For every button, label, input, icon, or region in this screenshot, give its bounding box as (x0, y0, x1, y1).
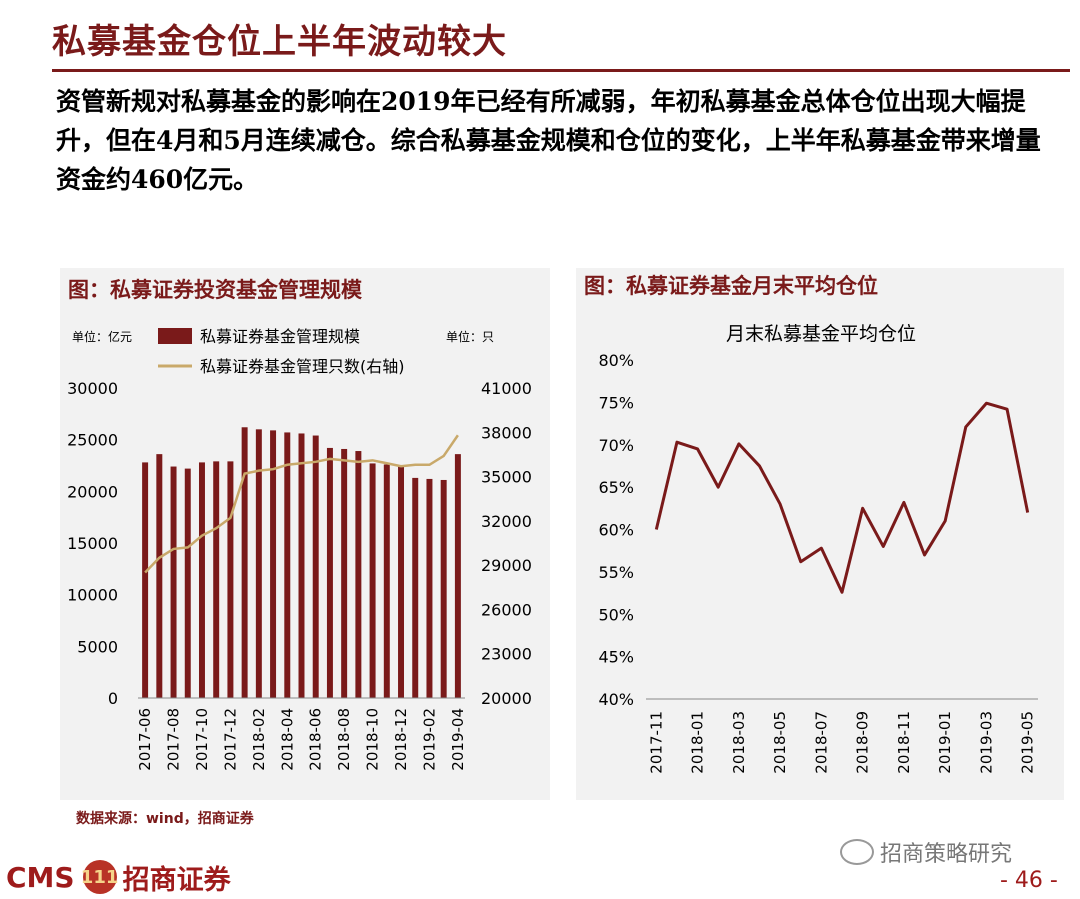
y-left-tick-label: 30000 (67, 379, 118, 398)
x-tick-label: 2018-09 (854, 711, 872, 774)
fund-count-line (144, 434, 459, 574)
aum-bar (454, 454, 461, 698)
x-tick-label: 2017-12 (221, 708, 239, 771)
x-tick-label: 2018-08 (335, 708, 353, 771)
page-number: - 46 - (1000, 868, 1058, 893)
y-left-tick-label: 0 (108, 689, 118, 708)
aum-bar (440, 479, 447, 698)
y-tick-label: 80% (598, 351, 634, 370)
y-tick-label: 45% (598, 648, 634, 667)
aum-bar (142, 462, 149, 698)
x-tick-label: 2017-08 (165, 708, 183, 771)
slide-title: 私募基金仓位上半年波动较大 (52, 22, 507, 62)
aum-bar (426, 478, 433, 698)
data-source: 数据来源：wind，招商证券 (76, 811, 254, 827)
wechat-watermark: 招商策略研究 (840, 836, 1012, 868)
y-left-tick-label: 20000 (67, 482, 118, 501)
aum-bar (213, 461, 220, 698)
x-tick-label: 2019-05 (1019, 711, 1037, 774)
x-tick-label: 2018-04 (278, 708, 296, 771)
y-right-tick-label: 23000 (481, 645, 532, 664)
y-right-tick-label: 32000 (481, 512, 532, 531)
x-tick-label: 2019-01 (936, 711, 954, 774)
position-chart: 月末私募基金平均仓位 40% 45% 50% 55% 60% 65% 70% 75% 80% 201… (598, 323, 1038, 774)
right-chart-panel: 图：私募证券基金月末平均仓位 月末私募基金平均仓位 40% 45% 50% 55% 60%… (576, 268, 1064, 800)
cms-logo: CMS 111 招商证券 (6, 858, 231, 896)
wechat-account-name: 招商策略研究 (880, 842, 1013, 867)
x-tick-label: 2018-06 (307, 708, 325, 771)
x-tick-label: 2019-03 (977, 711, 995, 774)
y-right-tick-label: 26000 (481, 600, 532, 619)
logo-badge-icon: 111 (81, 860, 118, 894)
aum-bar (412, 477, 419, 698)
avg-position-line (654, 401, 1030, 594)
aum-bar (341, 448, 348, 698)
y-tick-label: 65% (598, 478, 634, 497)
x-tick-label: 2018-02 (250, 708, 268, 771)
x-tick-label: 2017-11 (647, 711, 665, 774)
y-right-tick-label: 20000 (481, 689, 532, 708)
y-left-tick-label: 10000 (67, 586, 118, 605)
y-left-tick-label: 5000 (77, 637, 118, 656)
x-tick-label: 2018-10 (364, 708, 382, 771)
aum-bar (241, 427, 248, 698)
right-chart-panel-title: 图：私募证券基金月末平均仓位 (584, 274, 878, 298)
aum-bar (198, 462, 205, 698)
y-tick-label: 70% (598, 436, 634, 455)
legend-bar-label: 私募证券基金管理规模 (200, 327, 360, 346)
aum-bar (255, 429, 262, 698)
y-tick-label: 60% (598, 521, 634, 540)
aum-bar (284, 432, 291, 698)
logo-cn-text: 招商证券 (122, 864, 231, 896)
y-left-tick-label: 15000 (67, 534, 118, 553)
aum-bar (398, 465, 405, 698)
x-tick-label: 2018-01 (689, 711, 707, 774)
y-tick-label: 75% (598, 393, 634, 412)
aum-bar (227, 461, 234, 698)
aum-bar (355, 451, 362, 698)
wechat-icon (840, 839, 874, 865)
x-tick-label: 2019-02 (420, 708, 438, 771)
left-chart-panel-title: 图：私募证券投资基金管理规模 (68, 278, 362, 302)
y-right-tick-label: 41000 (481, 379, 532, 398)
y-tick-label: 55% (598, 563, 634, 582)
x-tick-label: 2018-05 (771, 711, 789, 774)
aum-bar (326, 447, 333, 698)
aum-bar (383, 464, 390, 698)
y-right-tick-label: 35000 (481, 468, 532, 487)
y-right-tick-label: 29000 (481, 556, 532, 575)
slide-body-text: 资管新规对私募基金的影响在2019年已经有所减弱，年初私募基金总体仓位出现大幅提… (56, 87, 1041, 194)
aum-bar (270, 430, 277, 698)
aum-bar (312, 435, 319, 698)
x-tick-label: 2018-03 (730, 711, 748, 774)
x-tick-label: 2018-12 (392, 708, 410, 771)
aum-bar (298, 433, 305, 698)
aum-bar (170, 466, 177, 698)
aum-bar (156, 454, 163, 698)
aum-bar (184, 468, 191, 698)
aum-bar (369, 463, 376, 698)
y-tick-label: 40% (598, 690, 634, 709)
y-left-tick-label: 25000 (67, 431, 118, 450)
y-right-tick-label: 38000 (481, 423, 532, 442)
logo-latin-text: CMS (6, 860, 75, 894)
x-tick-label: 2018-11 (895, 711, 913, 774)
y-tick-label: 50% (598, 605, 634, 624)
legend-line-label: 私募证券基金管理只数(右轴) (200, 357, 405, 376)
left-unit-label: 单位：亿元 (72, 329, 132, 344)
right-unit-label: 单位：只 (446, 329, 494, 344)
x-tick-label: 2017-06 (136, 708, 154, 771)
x-tick-label: 2019-04 (449, 708, 467, 771)
x-tick-label: 2018-07 (812, 711, 830, 774)
left-chart-panel: 图：私募证券投资基金管理规模 单位：亿元 单位：只 私募证券基金管理规模私募证券基金… (60, 268, 550, 800)
legend-bar-swatch (158, 328, 192, 344)
chart-inner-title: 月末私募基金平均仓位 (726, 323, 916, 345)
x-tick-label: 2017-10 (193, 708, 211, 771)
title-rule (52, 69, 1070, 72)
